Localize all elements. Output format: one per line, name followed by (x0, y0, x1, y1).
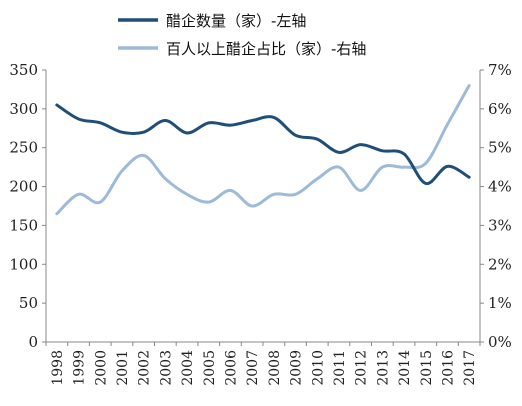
series-layer (57, 86, 469, 214)
x-tick-label: 2015 (419, 350, 435, 386)
y-left-tick-label: 100 (9, 255, 38, 273)
y-right-tick-label: 6% (488, 100, 512, 118)
x-tick-label: 2013 (375, 350, 391, 386)
y-right-tick-label: 4% (488, 178, 512, 196)
y-right-tick-label: 0% (488, 333, 512, 351)
legend-label: 百人以上醋企占比（家）-右轴 (166, 40, 366, 58)
x-tick-label: 2011 (332, 350, 348, 386)
x-tick-label: 1999 (72, 350, 88, 386)
x-tick-label: 2008 (267, 350, 283, 386)
x-tick-label: 2016 (440, 350, 456, 386)
y-right-tick-label: 7% (488, 61, 512, 79)
x-tick-label: 2009 (289, 350, 305, 386)
x-tick-label: 2003 (158, 350, 174, 386)
legend-label: 醋企数量（家）-左轴 (166, 12, 306, 30)
x-tick-label: 2001 (115, 350, 131, 386)
x-tick-label: 2006 (223, 350, 239, 386)
x-tick-label: 2010 (310, 350, 326, 386)
x-tick-label: 1998 (50, 350, 66, 386)
series-line-left (57, 105, 469, 184)
y-left-tick-label: 350 (9, 61, 38, 79)
y-right-tick-label: 5% (488, 139, 512, 157)
x-tick-label: 2000 (93, 350, 109, 386)
y-left-tick-label: 250 (9, 139, 38, 157)
y-left-tick-label: 150 (9, 216, 38, 234)
x-tick-label: 2004 (180, 350, 196, 386)
y-right-tick-label: 2% (488, 255, 512, 273)
x-tick-label: 2012 (354, 350, 370, 386)
x-tick-label: 2007 (245, 350, 261, 386)
y-right-tick-label: 1% (488, 294, 512, 312)
x-tick-label: 2017 (462, 350, 478, 386)
x-tick-label: 2002 (137, 350, 153, 386)
x-tick-label: 2014 (397, 350, 413, 386)
series-line-right (57, 86, 469, 214)
axes: 0 50 100 150 200 250 300 350 0% 1% 2% 3% 4% 5% 6% 7% 199… (9, 61, 511, 386)
y-left-tick-label: 200 (9, 178, 38, 196)
y-left-tick-label: 0 (28, 333, 38, 351)
x-tick-label: 2005 (202, 350, 218, 386)
y-left-tick-label: 300 (9, 100, 38, 118)
y-left-tick-label: 50 (19, 294, 38, 312)
y-right-tick-label: 3% (488, 216, 512, 234)
